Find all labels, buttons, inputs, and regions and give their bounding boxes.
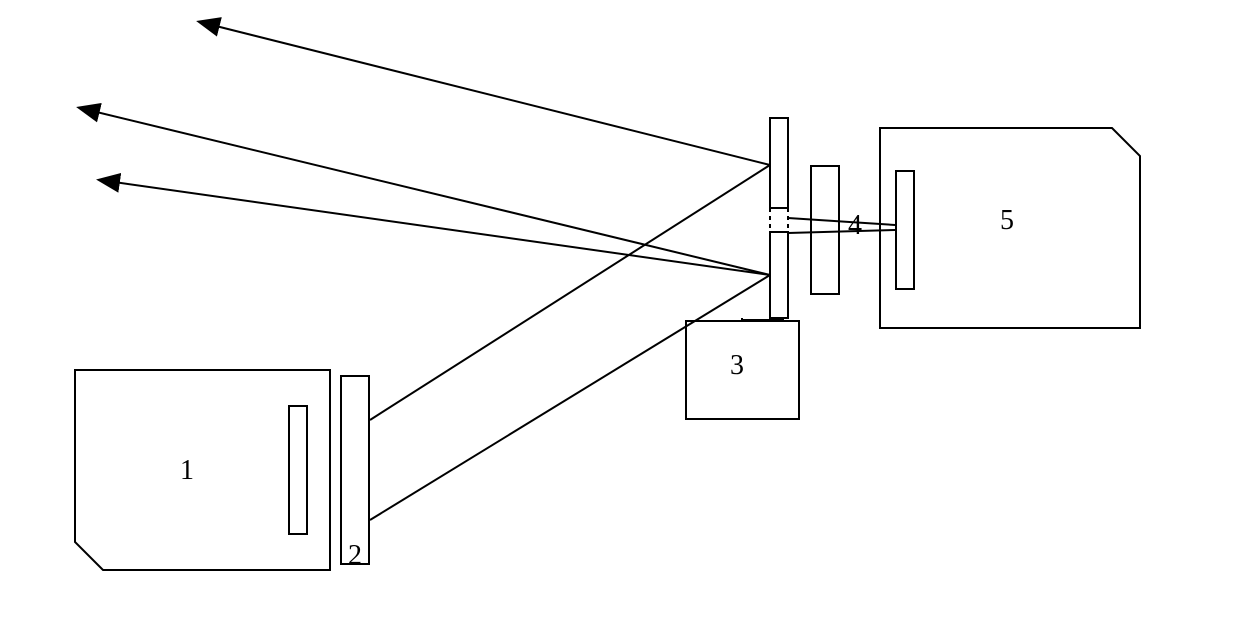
rect-inside-box1 — [288, 405, 308, 535]
rect-4 — [810, 165, 840, 295]
slit-to-box3 — [0, 0, 1240, 626]
box-1-shape — [0, 0, 1240, 626]
label-1: 1 — [180, 455, 194, 487]
rect-inside-box5 — [895, 170, 915, 290]
slit-stem — [0, 0, 1240, 626]
label-4: 4 — [848, 210, 862, 242]
label-3: 3 — [730, 350, 744, 382]
rect-2 — [340, 375, 370, 565]
label-5: 5 — [1000, 205, 1014, 237]
label-2: 2 — [348, 540, 362, 572]
ray-lines — [0, 0, 1240, 626]
box-5-shape — [0, 0, 1240, 626]
optical-diagram: 1 2 3 4 5 — [0, 0, 1240, 626]
rect-slit — [0, 0, 1240, 626]
